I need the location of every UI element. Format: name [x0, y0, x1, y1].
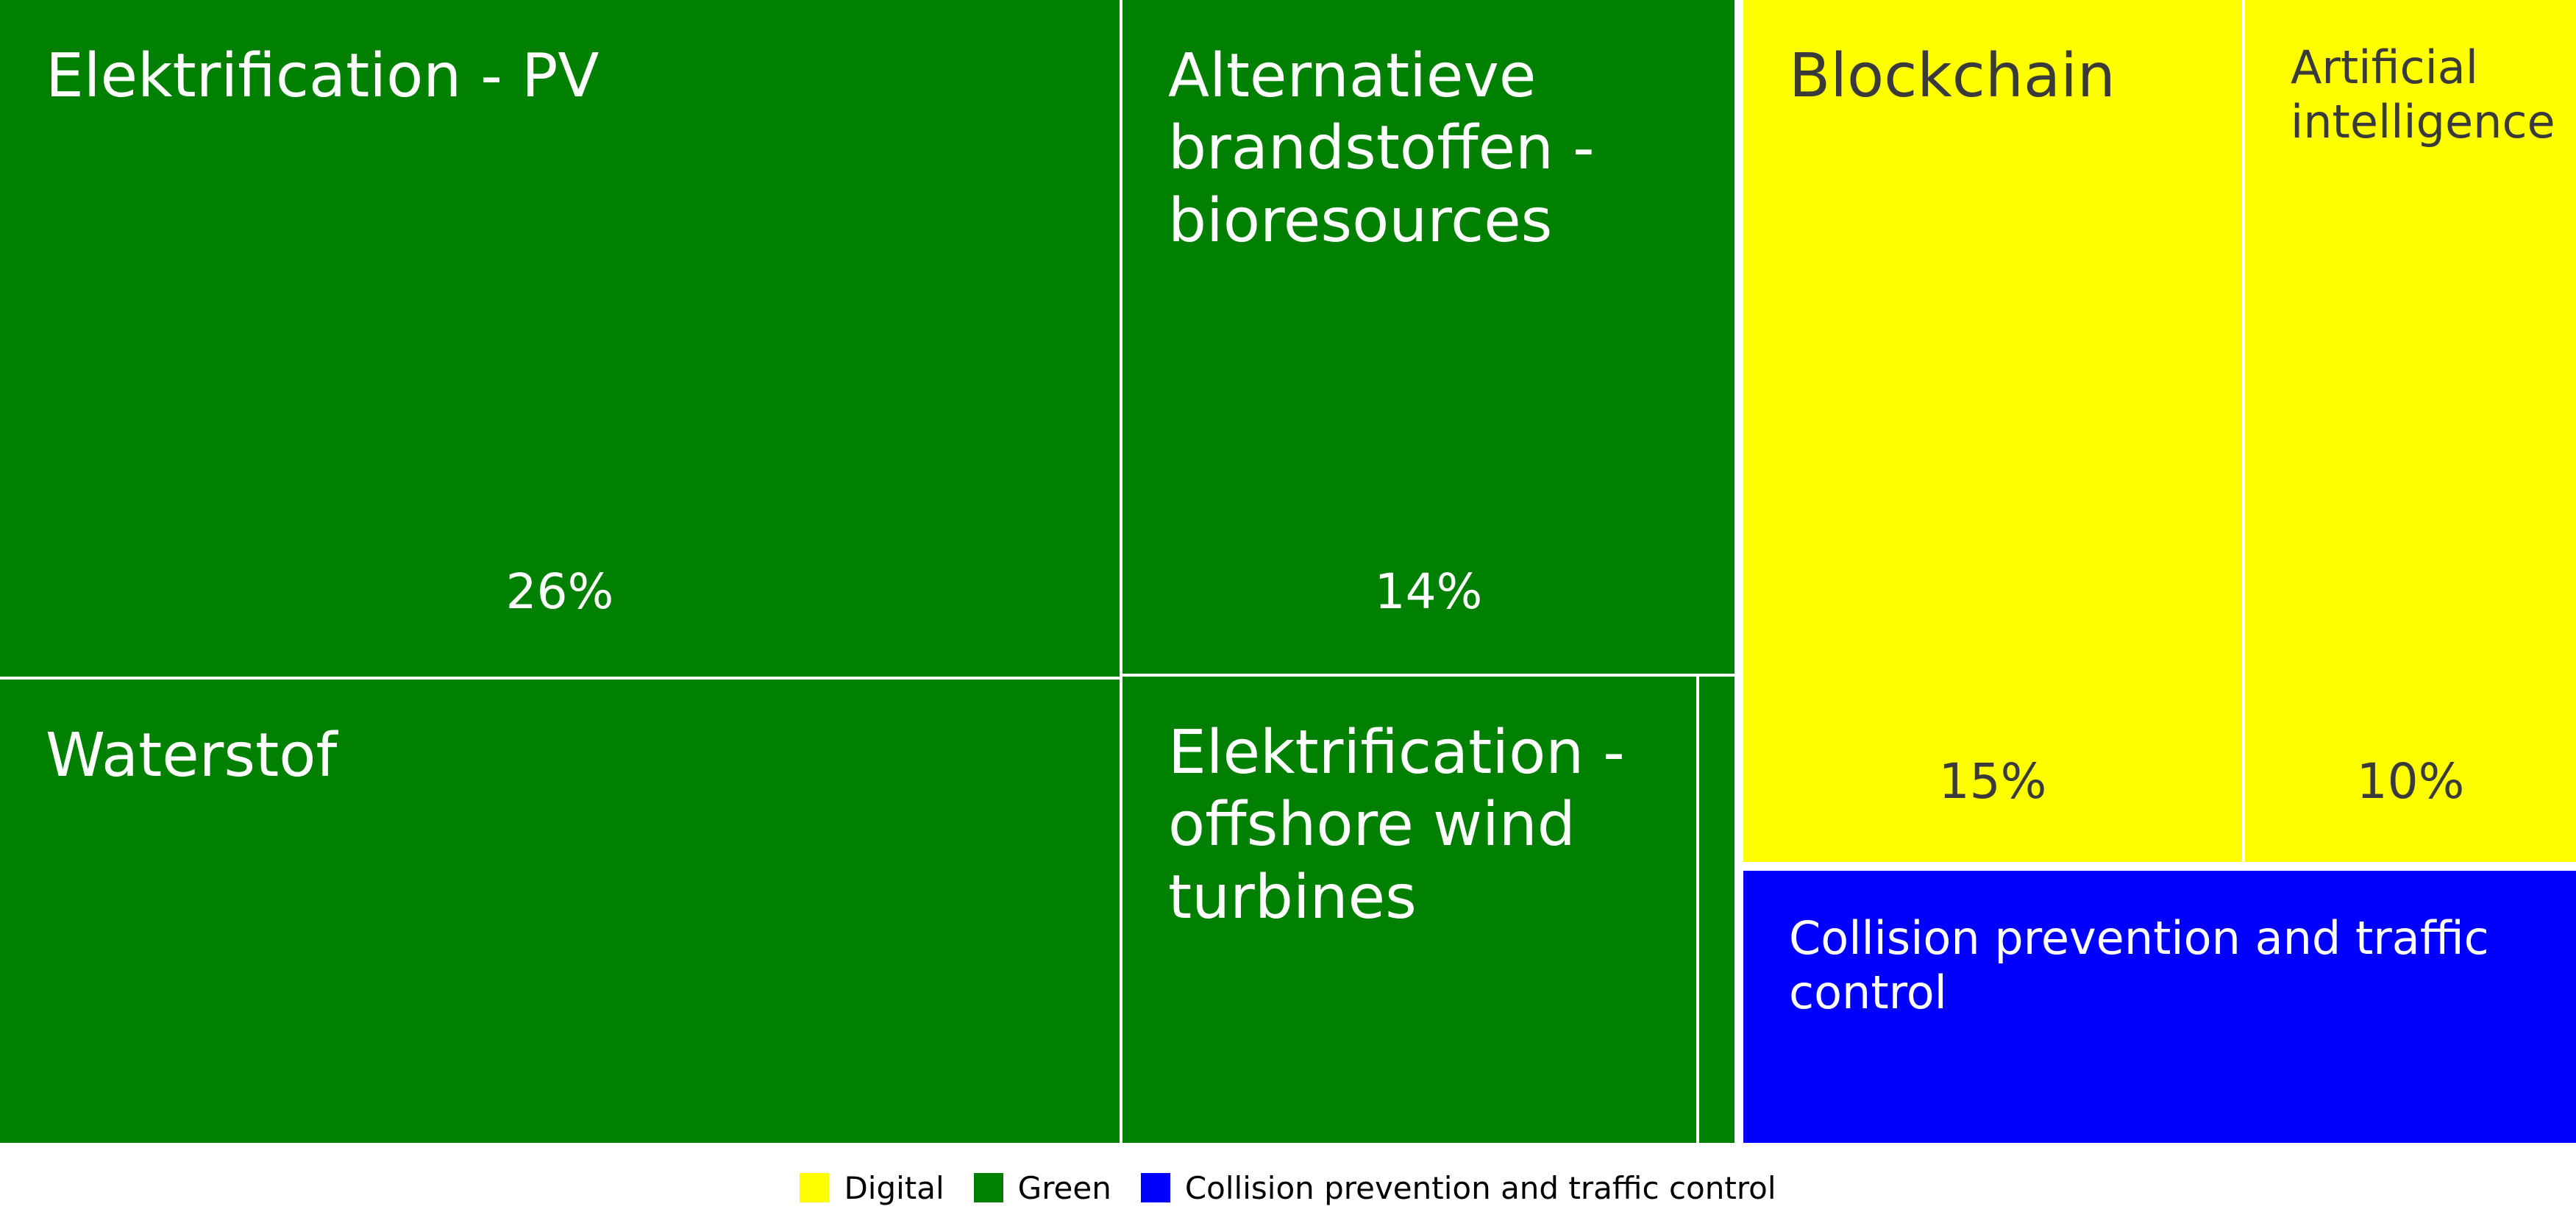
tile-label: Collision prevention and traffic control: [1789, 911, 2489, 1020]
legend-swatch-green: [973, 1173, 1003, 1202]
treemap-tile[interactable]: Alternatieve brandstoffen - bioresources…: [1122, 0, 1734, 674]
legend-item-collision[interactable]: Collision prevention and traffic control: [1140, 1169, 1776, 1206]
tile-label: Elektrification - PV: [46, 41, 599, 111]
legend-label-collision: Collision prevention and traffic control: [1184, 1169, 1776, 1206]
legend-label-green: Green: [1017, 1169, 1111, 1206]
tile-label: Waterstof: [46, 721, 338, 791]
legend: Digital Green Collision prevention and t…: [0, 1166, 2576, 1210]
treemap-tile[interactable]: Blockchain 15%: [1743, 0, 2242, 862]
treemap-tile[interactable]: Elektrification - offshore wind turbines: [1122, 677, 1696, 1143]
tile-label: Artificial intelligence: [2291, 40, 2555, 149]
tile-label: Alternatieve brandstoffen - bioresources: [1168, 41, 1595, 256]
treemap-tile[interactable]: Elektrification - PV 26%: [0, 0, 1120, 677]
tile-label: Blockchain: [1789, 41, 2116, 111]
tile-value-label: 10%: [2356, 753, 2465, 810]
legend-swatch-digital: [800, 1173, 830, 1202]
legend-swatch-collision: [1140, 1173, 1170, 1202]
tile-value-label: 14%: [1374, 563, 1483, 620]
legend-label-digital: Digital: [844, 1169, 944, 1206]
tile-value-label: 15%: [1938, 753, 2047, 810]
legend-item-digital[interactable]: Digital: [800, 1170, 944, 1206]
tile-label: Elektrification - offshore wind turbines: [1168, 718, 1625, 933]
treemap-tile[interactable]: [1699, 677, 1734, 1143]
tile-value-label: 26%: [505, 563, 614, 620]
treemap-tile[interactable]: Waterstof: [0, 680, 1120, 1143]
treemap-tile[interactable]: Collision prevention and traffic control: [1743, 871, 2576, 1143]
legend-item-green[interactable]: Green: [973, 1169, 1111, 1206]
treemap-tile[interactable]: Artificial intelligence 10%: [2245, 0, 2576, 862]
